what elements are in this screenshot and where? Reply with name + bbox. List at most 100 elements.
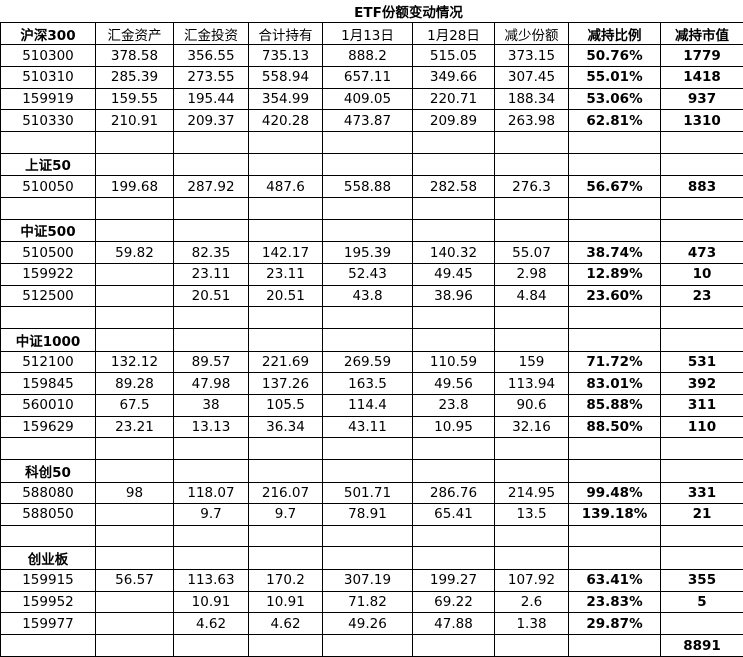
value-cell[interactable]: 65.41 xyxy=(412,503,495,526)
reduction-ratio-cell[interactable]: 83.01% xyxy=(568,372,661,395)
value-cell[interactable]: 558.94 xyxy=(248,66,323,89)
section-label[interactable]: 中证1000 xyxy=(0,327,96,352)
empty-cell[interactable] xyxy=(0,306,96,329)
empty-cell[interactable] xyxy=(569,0,661,22)
reduction-ratio-cell[interactable]: 62.81% xyxy=(568,109,661,132)
value-cell[interactable]: 159.55 xyxy=(95,87,174,111)
etf-code-cell[interactable]: 159919 xyxy=(0,87,96,111)
empty-cell[interactable] xyxy=(568,546,661,571)
value-cell[interactable]: 273.55 xyxy=(173,66,249,89)
empty-cell[interactable] xyxy=(248,196,323,220)
value-cell[interactable]: 38.96 xyxy=(412,284,495,308)
value-cell[interactable]: 10.95 xyxy=(412,415,495,439)
value-cell[interactable]: 2.6 xyxy=(494,590,569,614)
empty-cell[interactable] xyxy=(412,130,495,154)
value-cell[interactable]: 49.45 xyxy=(412,262,495,286)
empty-cell[interactable] xyxy=(173,524,249,548)
reduction-ratio-cell[interactable]: 85.88% xyxy=(568,393,661,417)
empty-cell[interactable] xyxy=(568,152,661,177)
value-cell[interactable]: 89.57 xyxy=(173,350,249,374)
reduction-ratio-cell[interactable]: 63.41% xyxy=(568,569,661,592)
empty-cell[interactable] xyxy=(95,306,174,329)
etf-code-cell[interactable]: 510310 xyxy=(0,66,96,89)
empty-cell[interactable] xyxy=(568,458,661,483)
empty-cell[interactable] xyxy=(660,546,743,571)
value-cell[interactable]: 287.92 xyxy=(173,175,249,198)
empty-cell[interactable] xyxy=(660,152,743,177)
value-cell[interactable]: 78.91 xyxy=(322,503,413,526)
empty-cell[interactable] xyxy=(322,152,413,177)
value-cell[interactable]: 220.71 xyxy=(412,87,495,111)
value-cell[interactable]: 4.62 xyxy=(173,612,249,636)
value-cell[interactable]: 23.11 xyxy=(248,262,323,286)
value-cell[interactable]: 4.62 xyxy=(248,612,323,636)
value-cell[interactable]: 43.11 xyxy=(322,415,413,439)
empty-cell[interactable] xyxy=(322,130,413,154)
value-cell[interactable]: 1.38 xyxy=(494,612,569,636)
etf-code-cell[interactable]: 159915 xyxy=(0,569,96,592)
value-cell[interactable]: 349.66 xyxy=(412,66,495,89)
empty-cell[interactable] xyxy=(568,130,661,154)
value-cell[interactable] xyxy=(248,634,323,657)
value-cell[interactable]: 409.05 xyxy=(322,87,413,111)
value-cell[interactable]: 515.05 xyxy=(412,44,495,68)
empty-cell[interactable] xyxy=(412,196,495,220)
value-cell[interactable]: 59.82 xyxy=(95,241,174,264)
etf-code-cell[interactable]: 159922 xyxy=(0,262,96,286)
empty-cell[interactable] xyxy=(568,437,661,460)
value-cell[interactable]: 210.91 xyxy=(95,109,174,132)
empty-cell[interactable] xyxy=(412,218,495,243)
value-cell[interactable]: 188.34 xyxy=(494,87,569,111)
empty-cell[interactable] xyxy=(173,306,249,329)
empty-cell[interactable] xyxy=(322,458,413,483)
reduction-value-cell[interactable]: 883 xyxy=(660,175,743,198)
etf-code-cell[interactable]: 588080 xyxy=(0,481,96,505)
value-cell[interactable]: 105.5 xyxy=(248,393,323,417)
value-cell[interactable]: 38 xyxy=(173,393,249,417)
empty-cell[interactable] xyxy=(494,546,569,571)
etf-code-cell[interactable]: 588050 xyxy=(0,503,96,526)
value-cell[interactable]: 52.43 xyxy=(322,262,413,286)
empty-cell[interactable] xyxy=(660,524,743,548)
reduction-ratio-cell[interactable]: 12.89% xyxy=(568,262,661,286)
value-cell[interactable]: 209.37 xyxy=(173,109,249,132)
value-cell[interactable]: 888.2 xyxy=(322,44,413,68)
empty-cell[interactable] xyxy=(248,524,323,548)
value-cell[interactable]: 47.88 xyxy=(412,612,495,636)
reduction-value-cell[interactable]: 392 xyxy=(660,372,743,395)
empty-cell[interactable] xyxy=(412,524,495,548)
value-cell[interactable] xyxy=(95,262,174,286)
reduction-ratio-cell[interactable]: 55.01% xyxy=(568,66,661,89)
value-cell[interactable]: 82.35 xyxy=(173,241,249,264)
empty-cell[interactable] xyxy=(494,524,569,548)
value-cell[interactable]: 49.26 xyxy=(322,612,413,636)
value-cell[interactable]: 286.76 xyxy=(412,481,495,505)
value-cell[interactable]: 501.71 xyxy=(322,481,413,505)
empty-cell[interactable] xyxy=(322,524,413,548)
column-header[interactable]: 1月13日 xyxy=(322,21,413,46)
value-cell[interactable]: 195.44 xyxy=(173,87,249,111)
value-cell[interactable]: 159 xyxy=(494,350,569,374)
value-cell[interactable]: 170.2 xyxy=(248,569,323,592)
reduction-value-cell[interactable]: 473 xyxy=(660,241,743,264)
empty-cell[interactable] xyxy=(494,218,569,243)
empty-cell[interactable] xyxy=(248,458,323,483)
empty-cell[interactable] xyxy=(412,546,495,571)
value-cell[interactable]: 32.16 xyxy=(494,415,569,439)
empty-cell[interactable] xyxy=(174,0,249,22)
empty-cell[interactable] xyxy=(173,218,249,243)
value-cell[interactable]: 89.28 xyxy=(95,372,174,395)
value-cell[interactable]: 373.15 xyxy=(494,44,569,68)
etf-code-cell[interactable]: 159977 xyxy=(0,612,96,636)
reduction-value-cell[interactable]: 311 xyxy=(660,393,743,417)
empty-cell[interactable] xyxy=(0,524,96,548)
empty-cell[interactable] xyxy=(248,437,323,460)
value-cell[interactable]: 354.99 xyxy=(248,87,323,111)
value-cell[interactable]: 10.91 xyxy=(248,590,323,614)
value-cell[interactable] xyxy=(494,634,569,657)
reduction-value-cell[interactable] xyxy=(660,612,743,636)
empty-cell[interactable] xyxy=(322,546,413,571)
value-cell[interactable]: 221.69 xyxy=(248,350,323,374)
empty-cell[interactable] xyxy=(173,546,249,571)
value-cell[interactable]: 2.98 xyxy=(494,262,569,286)
